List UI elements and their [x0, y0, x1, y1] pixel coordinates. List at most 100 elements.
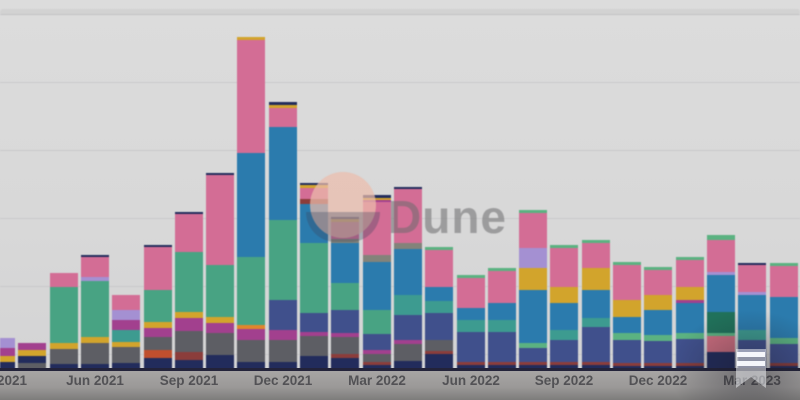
bar-segment [675, 333, 704, 339]
bar-segment [393, 340, 422, 344]
bar-segment [362, 310, 391, 334]
stacked-bar [487, 268, 516, 369]
bar-segment [49, 343, 78, 349]
x-axis-label: 2021 [0, 373, 28, 388]
bar-segment [456, 320, 485, 332]
stacked-bar [174, 212, 203, 369]
bar-segment [738, 292, 767, 295]
bar-segment [613, 340, 641, 363]
bar-segment [550, 330, 579, 340]
bar-segment [613, 333, 641, 340]
bar-segment [237, 257, 266, 325]
bar-segment [487, 271, 516, 303]
bar-segment [487, 320, 516, 332]
bar-segment [644, 267, 673, 270]
bar-segment [174, 214, 203, 252]
bar-segment [425, 250, 454, 287]
bar-segment [487, 303, 516, 320]
bar-segment [550, 362, 579, 365]
bar-segment [581, 268, 610, 290]
bar-segment [143, 358, 172, 369]
bar-segment [300, 336, 328, 356]
bar-segment [18, 356, 47, 363]
bar-segment [644, 310, 673, 335]
bar-segment [362, 334, 391, 350]
bar-segment [362, 350, 391, 354]
bar-segment [550, 303, 579, 330]
bar-segment [80, 257, 109, 277]
x-axis-label: Jun 2021 [66, 373, 124, 388]
bar-segment [487, 268, 516, 271]
bar-segment [0, 348, 15, 356]
bar-segment [393, 187, 422, 189]
bar-segment [706, 235, 735, 240]
bar-segment [425, 340, 454, 351]
stacked-bar [49, 273, 78, 369]
bar-segment [112, 330, 141, 342]
bar-segment [331, 354, 360, 358]
x-axis-label: Sep 2022 [534, 373, 594, 388]
bar-segment [112, 310, 141, 320]
bar-segment [487, 365, 516, 369]
x-axis-label: Dec 2022 [628, 373, 688, 388]
stacked-bar [143, 245, 172, 369]
bar-segment [174, 318, 203, 331]
bar-segment [581, 318, 610, 327]
bar-segment [362, 365, 391, 369]
bar-segment [112, 295, 141, 310]
bar-segment [49, 273, 78, 287]
bar-segment [519, 248, 548, 268]
stacked-bar [769, 263, 798, 369]
bar-segment [425, 313, 454, 340]
bar-segment [331, 243, 360, 283]
stacked-bar [112, 295, 141, 369]
bar-segment [206, 173, 235, 175]
bar-segment [112, 363, 141, 369]
bar-segment [393, 315, 422, 340]
bar-segment [769, 266, 798, 297]
bar-segment [143, 290, 172, 322]
bar-segment [425, 301, 454, 313]
stacked-bar [237, 37, 266, 369]
bar-segment [644, 363, 673, 366]
bar-segment [174, 352, 203, 360]
bar-segment [80, 337, 109, 343]
bar-segment [268, 220, 297, 300]
bar-segment [644, 295, 673, 310]
bar-segment [237, 40, 266, 153]
bar-segment [519, 268, 548, 290]
bar-segment [362, 262, 391, 310]
bar-segment [706, 275, 735, 312]
bar-segment [519, 362, 548, 365]
bookmark-line [737, 352, 765, 357]
bar-segment [393, 295, 422, 315]
bar-segment [174, 360, 203, 369]
bar-segment [49, 349, 78, 364]
stacked-bar [550, 245, 579, 369]
bar-segment [456, 365, 485, 369]
bar-segment [80, 277, 109, 281]
bar-segment [268, 108, 297, 127]
gridline [0, 14, 800, 15]
stacked-bar [456, 275, 485, 369]
bar-segment [706, 336, 735, 352]
bar-segment [80, 343, 109, 364]
bar-segment [393, 361, 422, 369]
bar-segment [644, 270, 673, 295]
bar-segment [519, 365, 548, 369]
stacked-bar [706, 235, 735, 369]
gridline [0, 82, 800, 83]
bar-segment [613, 265, 641, 300]
bar-segment [581, 290, 610, 318]
bar-segment [581, 327, 610, 362]
bar-segment [581, 243, 610, 268]
bar-segment [0, 338, 15, 348]
stacked-bar [393, 187, 422, 369]
bar-segment [675, 339, 704, 363]
bar-segment [112, 347, 141, 363]
bar-segment [393, 249, 422, 295]
stacked-bar [425, 247, 454, 369]
bar-segment [112, 320, 141, 330]
bar-segment [581, 365, 610, 369]
